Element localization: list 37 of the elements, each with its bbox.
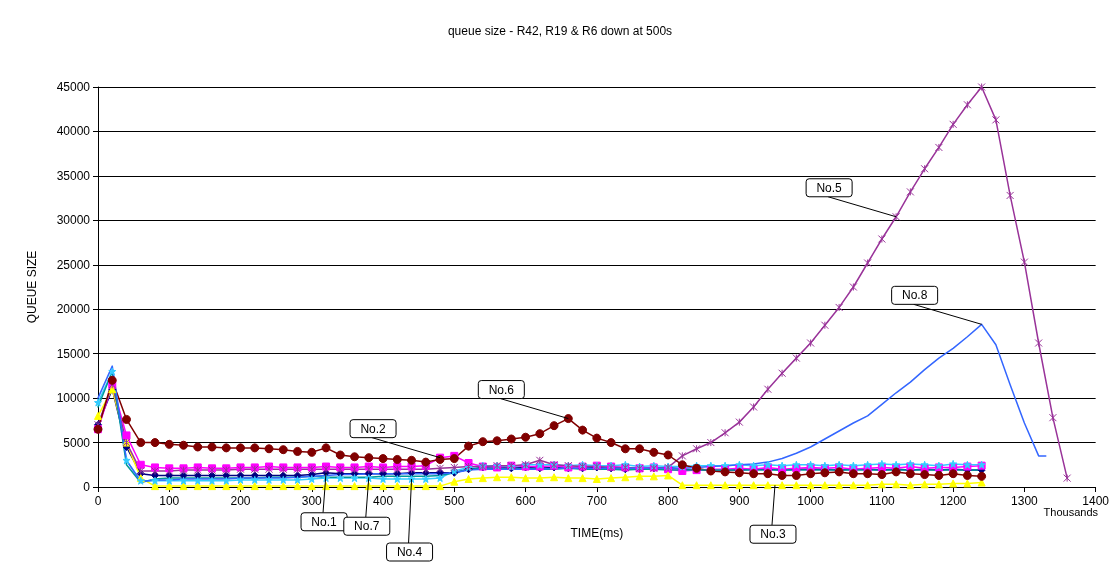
x-tick-label: 1400 — [1082, 494, 1110, 508]
x-tick-label: 0 — [94, 494, 102, 508]
annotation: No.4 — [396, 545, 423, 559]
text: Thousands — [1043, 505, 1099, 518]
y-axis-title: QUEUE SIZE — [25, 250, 39, 324]
y-tick-label: 10000 — [56, 391, 91, 406]
y-tick-label: 15000 — [56, 346, 91, 361]
annotation: No.7 — [354, 519, 380, 534]
x-tick-label: 900 — [729, 494, 750, 508]
y-tick-label: 35000 — [56, 168, 91, 183]
x-tick-label: 200 — [230, 494, 251, 508]
x-tick-label: 400 — [373, 494, 394, 508]
y-tick-label: 5000 — [63, 435, 91, 450]
x-tick-label: 600 — [515, 494, 536, 508]
annotation: No.5 — [816, 180, 843, 195]
y-tick-label: 25000 — [56, 257, 91, 272]
chart-title: queue size - R42, R19 & R6 down at 500s — [447, 24, 673, 38]
annotation: No.2 — [360, 421, 387, 436]
annotation: No.1 — [311, 514, 338, 529]
y-tick-label: 40000 — [56, 124, 91, 139]
x-tick-label: 500 — [444, 494, 465, 508]
annotation: No.3 — [760, 527, 786, 542]
x-tick-label: 700 — [586, 494, 608, 508]
y-tick-label: 20000 — [56, 302, 91, 317]
annotation: No.6 — [488, 382, 515, 397]
x-axis-title: TIME(ms) — [570, 526, 624, 540]
y-tick-label: 30000 — [56, 213, 91, 228]
x-tick-label: 100 — [159, 494, 180, 508]
x-tick-label: 1200 — [939, 494, 967, 508]
annotation: No.8 — [901, 288, 928, 303]
x-tick-label: 1000 — [797, 494, 825, 508]
x-tick-label: 300 — [301, 494, 323, 508]
y-tick-label: 0 — [83, 480, 91, 494]
x-tick-label: 1100 — [868, 494, 896, 508]
y-tick-label: 45000 — [56, 80, 91, 94]
x-tick-label: 800 — [658, 494, 679, 508]
x-tick-label: 1300 — [1011, 494, 1039, 508]
